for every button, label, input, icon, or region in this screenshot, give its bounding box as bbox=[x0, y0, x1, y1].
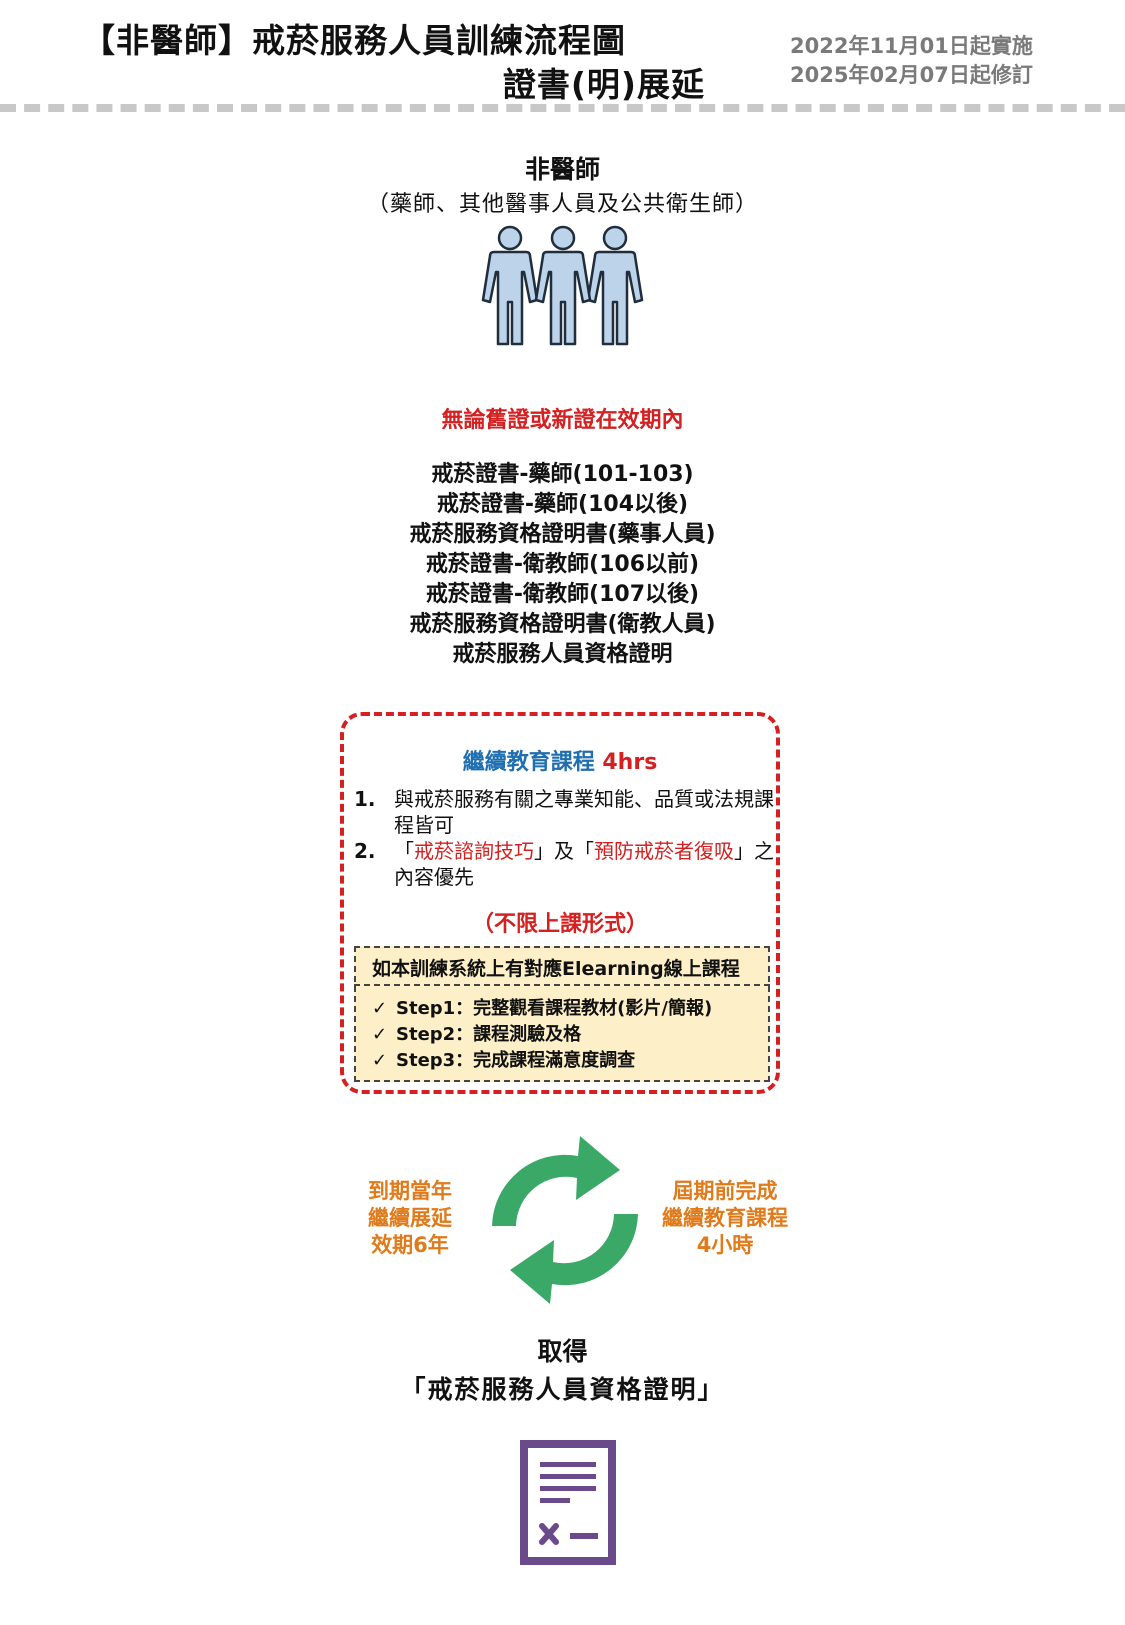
counseling-skills-text: 戒菸諮詢技巧 bbox=[414, 839, 534, 863]
item-number: 2. bbox=[354, 839, 376, 863]
date-revised: 2025年02月07日起修訂 bbox=[790, 63, 1033, 87]
elearning-header: 如本訓練系統上有對應Elearning線上課程 bbox=[354, 946, 770, 986]
cycle-right-line: 4小時 bbox=[696, 1233, 754, 1257]
quote-mid: 」及「 bbox=[534, 839, 594, 863]
requirement-item-2: 2. 「戒菸諮詢技巧」及「預防戒菸者復吸」之內容優先 bbox=[354, 838, 774, 892]
certificate-item: 戒菸證書-衛教師(106以前) bbox=[425, 552, 700, 577]
continuing-education-box bbox=[340, 712, 780, 1094]
continuing-education-title: 繼續教育課程 4hrs bbox=[340, 744, 780, 776]
certificate-item: 戒菸服務資格證明書(藥事人員) bbox=[409, 522, 716, 547]
priority-text: 之內容優先 bbox=[394, 839, 774, 889]
cycle-right-line: 屆期前完成 bbox=[672, 1179, 778, 1203]
validity-note: 無論舊證或新證在效期內 bbox=[441, 408, 684, 433]
format-note: （不限上課形式） bbox=[471, 912, 648, 937]
course-label: 繼續教育課程 bbox=[462, 750, 595, 775]
audience-title: 非醫師 bbox=[524, 155, 600, 184]
course-hours: 4hrs bbox=[602, 750, 658, 775]
audience-subtitle: （藥師、其他醫事人員及公共衛生師） bbox=[366, 192, 758, 217]
page-title: 【非醫師】戒菸服務人員訓練流程圖 bbox=[82, 21, 626, 60]
certificate-list: 戒菸證書-藥師(101-103) 戒菸證書-藥師(104以後) 戒菸服務資格證明… bbox=[0, 460, 1125, 670]
cycle-left-label: 到期當年 繼續展延 效期6年 bbox=[340, 1178, 480, 1259]
cycle-left-line: 到期當年 bbox=[368, 1179, 452, 1203]
page-subtitle: 證書(明)展延 bbox=[502, 65, 705, 104]
header-divider bbox=[0, 104, 1125, 112]
certificate-item: 戒菸證書-衛教師(107以後) bbox=[425, 582, 700, 607]
cycle-left-line: 繼續展延 bbox=[368, 1206, 452, 1230]
cycle-left-line: 效期6年 bbox=[371, 1233, 449, 1257]
step-text: Step1：完整觀看課程教材(影片/簡報) bbox=[396, 998, 713, 1019]
outcome-label: 取得 bbox=[537, 1337, 588, 1366]
elearning-step-2: ✓ Step2：課程測驗及格 bbox=[372, 1020, 581, 1046]
outcome-certificate-name: 「戒菸服務人員資格證明」 bbox=[400, 1375, 725, 1404]
check-icon: ✓ bbox=[372, 998, 388, 1019]
relapse-prevention-text: 預防戒菸者復吸 bbox=[594, 839, 734, 863]
step-text: Step3：完成課程滿意度調查 bbox=[396, 1050, 636, 1071]
quote-open: 「 bbox=[394, 839, 414, 863]
date-effective: 2022年11月01日起實施 bbox=[790, 34, 1033, 58]
certificate-document-icon bbox=[520, 1440, 616, 1565]
people-group-icon bbox=[481, 225, 644, 346]
certificate-item: 戒菸服務人員資格證明 bbox=[452, 642, 673, 667]
effective-dates: 2022年11月01日起實施 2025年02月07日起修訂 bbox=[790, 32, 1090, 90]
item-number: 1. bbox=[354, 787, 376, 811]
certificate-item: 戒菸證書-藥師(101-103) bbox=[431, 462, 694, 487]
elearning-box bbox=[354, 946, 770, 1082]
elearning-step-1: ✓ Step1：完整觀看課程教材(影片/簡報) bbox=[372, 994, 712, 1020]
cycle-right-label: 屆期前完成 繼續教育課程 4小時 bbox=[640, 1178, 810, 1259]
check-icon: ✓ bbox=[372, 1024, 388, 1045]
item-text: 「戒菸諮詢技巧」及「預防戒菸者復吸」之內容優先 bbox=[394, 838, 774, 890]
certificate-item: 戒菸服務資格證明書(衛教人員) bbox=[409, 612, 716, 637]
requirement-item-1: 1. 與戒菸服務有關之專業知能、品質或法規課程皆可 bbox=[354, 786, 774, 840]
check-icon: ✓ bbox=[372, 1050, 388, 1071]
quote-close: 」 bbox=[734, 839, 754, 863]
step-text: Step2：課程測驗及格 bbox=[396, 1024, 582, 1045]
certificate-item: 戒菸證書-藥師(104以後) bbox=[436, 492, 689, 517]
cycle-right-line: 繼續教育課程 bbox=[662, 1206, 788, 1230]
renew-cycle-icon bbox=[492, 1136, 638, 1304]
elearning-step-3: ✓ Step3：完成課程滿意度調查 bbox=[372, 1046, 635, 1072]
item-text: 與戒菸服務有關之專業知能、品質或法規課程皆可 bbox=[394, 787, 774, 837]
